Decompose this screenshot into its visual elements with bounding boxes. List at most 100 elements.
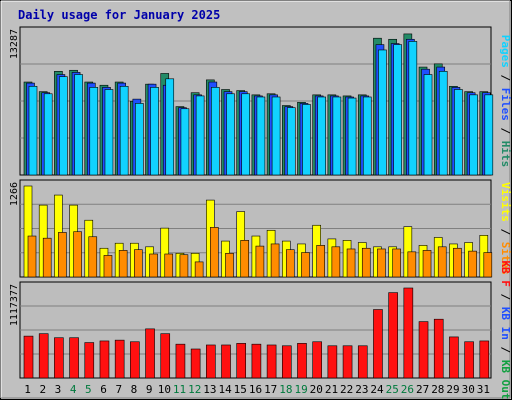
pages-bar-day-9: [150, 87, 159, 176]
kbytes-bar-day-4: [69, 337, 79, 379]
kbytes-bar-day-28: [433, 318, 444, 379]
sites-bar-day-14: [225, 252, 234, 278]
day-label-31: 31: [477, 383, 490, 396]
sites-bar-day-8: [134, 249, 143, 278]
legend-part: /: [499, 340, 512, 360]
sites-bar-day-1: [27, 235, 37, 278]
kbytes-bar-day-3: [54, 337, 64, 379]
day-label-23: 23: [355, 383, 368, 396]
day-label-21: 21: [325, 383, 338, 396]
pages-bar-day-3: [59, 76, 68, 176]
sites-bar-day-30: [468, 250, 477, 278]
sites-bar-day-3: [58, 232, 67, 278]
sites-bar-day-20: [316, 245, 325, 278]
kbytes-bar-day-2: [38, 333, 49, 379]
legend-part: /: [499, 68, 512, 88]
day-label-2: 2: [39, 383, 46, 396]
day-axis-labels: 1 2 3 4 5 6 7 8 9 10 11 12 13 14 15 16 17 18 19 20 21 22 23 24 2…: [24, 383, 490, 396]
legend-part: KB F: [499, 260, 512, 287]
kbytes-bar-day-23: [357, 345, 368, 379]
day-label-8: 8: [131, 383, 138, 396]
pages-bar-day-26: [408, 41, 418, 176]
kbytes-bar-day-11: [175, 343, 186, 379]
kbytes-panel-ymax-label: 1117377: [9, 284, 20, 326]
pages-bar-day-25: [393, 44, 402, 176]
pages-bar-day-22: [347, 97, 357, 176]
sites-bar-day-7: [118, 250, 128, 278]
day-label-12: 12: [188, 383, 201, 396]
day-label-29: 29: [446, 383, 459, 396]
sites-bar-day-18: [285, 249, 295, 278]
day-label-4: 4: [70, 383, 77, 396]
day-label-17: 17: [264, 383, 277, 396]
sites-bar-day-26: [407, 251, 417, 278]
kbytes-bar-day-10: [160, 333, 171, 379]
pages-bar-day-21: [332, 96, 342, 176]
pages-bar-day-24: [378, 49, 387, 176]
kbytes-bar-day-21: [327, 345, 338, 379]
day-label-25: 25: [386, 383, 399, 396]
day-label-20: 20: [310, 383, 323, 396]
sites-bar-day-27: [422, 250, 432, 278]
day-label-27: 27: [416, 383, 429, 396]
sites-bar-day-19: [301, 252, 310, 278]
day-label-11: 11: [173, 383, 186, 396]
day-label-18: 18: [279, 383, 292, 396]
hits-panel-ymax-label: 13287: [9, 29, 20, 59]
sites-bar-day-28: [437, 246, 447, 278]
kbytes-bar-day-22: [342, 345, 353, 379]
visits-panel-ymax-label: 1266: [9, 182, 20, 206]
kbytes-bar-day-14: [221, 344, 231, 379]
pages-bar-day-5: [89, 87, 99, 176]
kbytes-bar-day-25: [388, 292, 398, 379]
pages-bar-day-28: [438, 71, 448, 176]
chart-title: Daily usage for January 2025: [18, 8, 220, 22]
day-label-1: 1: [24, 383, 31, 396]
kbytes-bar-day-24: [373, 309, 383, 379]
kbytes-bar-day-16: [251, 343, 262, 379]
pages-bar-day-19: [302, 104, 311, 176]
legend-part: KB In: [499, 307, 512, 340]
sites-bar-day-10: [164, 253, 174, 278]
kbytes-bar-day-12: [190, 348, 201, 379]
pages-bar-day-29: [454, 89, 463, 176]
pages-bar-day-1: [28, 85, 38, 176]
legend-part: Sites: [499, 242, 512, 275]
kbytes-bar-day-5: [84, 342, 95, 379]
legend-part: KB Out: [499, 360, 512, 400]
day-label-14: 14: [218, 383, 232, 396]
pages-bar-day-30: [469, 94, 478, 176]
sites-bar-day-24: [377, 248, 386, 278]
sites-bar-day-11: [179, 254, 189, 278]
day-label-24: 24: [370, 383, 384, 396]
pages-bar-day-20: [317, 96, 326, 176]
day-label-22: 22: [340, 383, 353, 396]
legend-part: Pages: [499, 35, 512, 68]
sites-bar-day-15: [240, 240, 250, 278]
legend-part: /: [499, 121, 512, 141]
kbytes-bar-day-30: [464, 341, 474, 379]
pages-bar-day-17: [271, 96, 281, 176]
pages-bar-day-8: [135, 103, 144, 176]
pages-bar-day-7: [119, 85, 129, 176]
kbytes-panel: 1117377 KB F / KB In / KB Out: [9, 260, 512, 399]
pages-bar-day-27: [423, 74, 433, 176]
sites-bar-day-31: [483, 252, 493, 278]
hits-panel: 13287 Pages / Files / Hits: [9, 26, 512, 176]
pages-bar-day-10: [165, 78, 175, 176]
kbytes-panel-legend-label: KB F / KB In / KB Out: [499, 260, 512, 399]
pages-bar-day-14: [226, 93, 235, 176]
day-label-7: 7: [115, 383, 122, 396]
sites-bar-day-29: [453, 247, 462, 278]
day-label-15: 15: [234, 383, 247, 396]
kbytes-bar-day-19: [297, 343, 307, 379]
kbytes-bar-day-26: [403, 287, 414, 379]
pages-bar-day-16: [256, 96, 266, 176]
kbytes-bar-day-31: [479, 340, 490, 379]
legend-part: Hits: [499, 141, 512, 168]
kbytes-bar-day-17: [266, 344, 277, 379]
day-label-10: 10: [158, 383, 171, 396]
pages-bar-day-23: [362, 96, 372, 176]
sites-bar-day-23: [361, 247, 371, 278]
